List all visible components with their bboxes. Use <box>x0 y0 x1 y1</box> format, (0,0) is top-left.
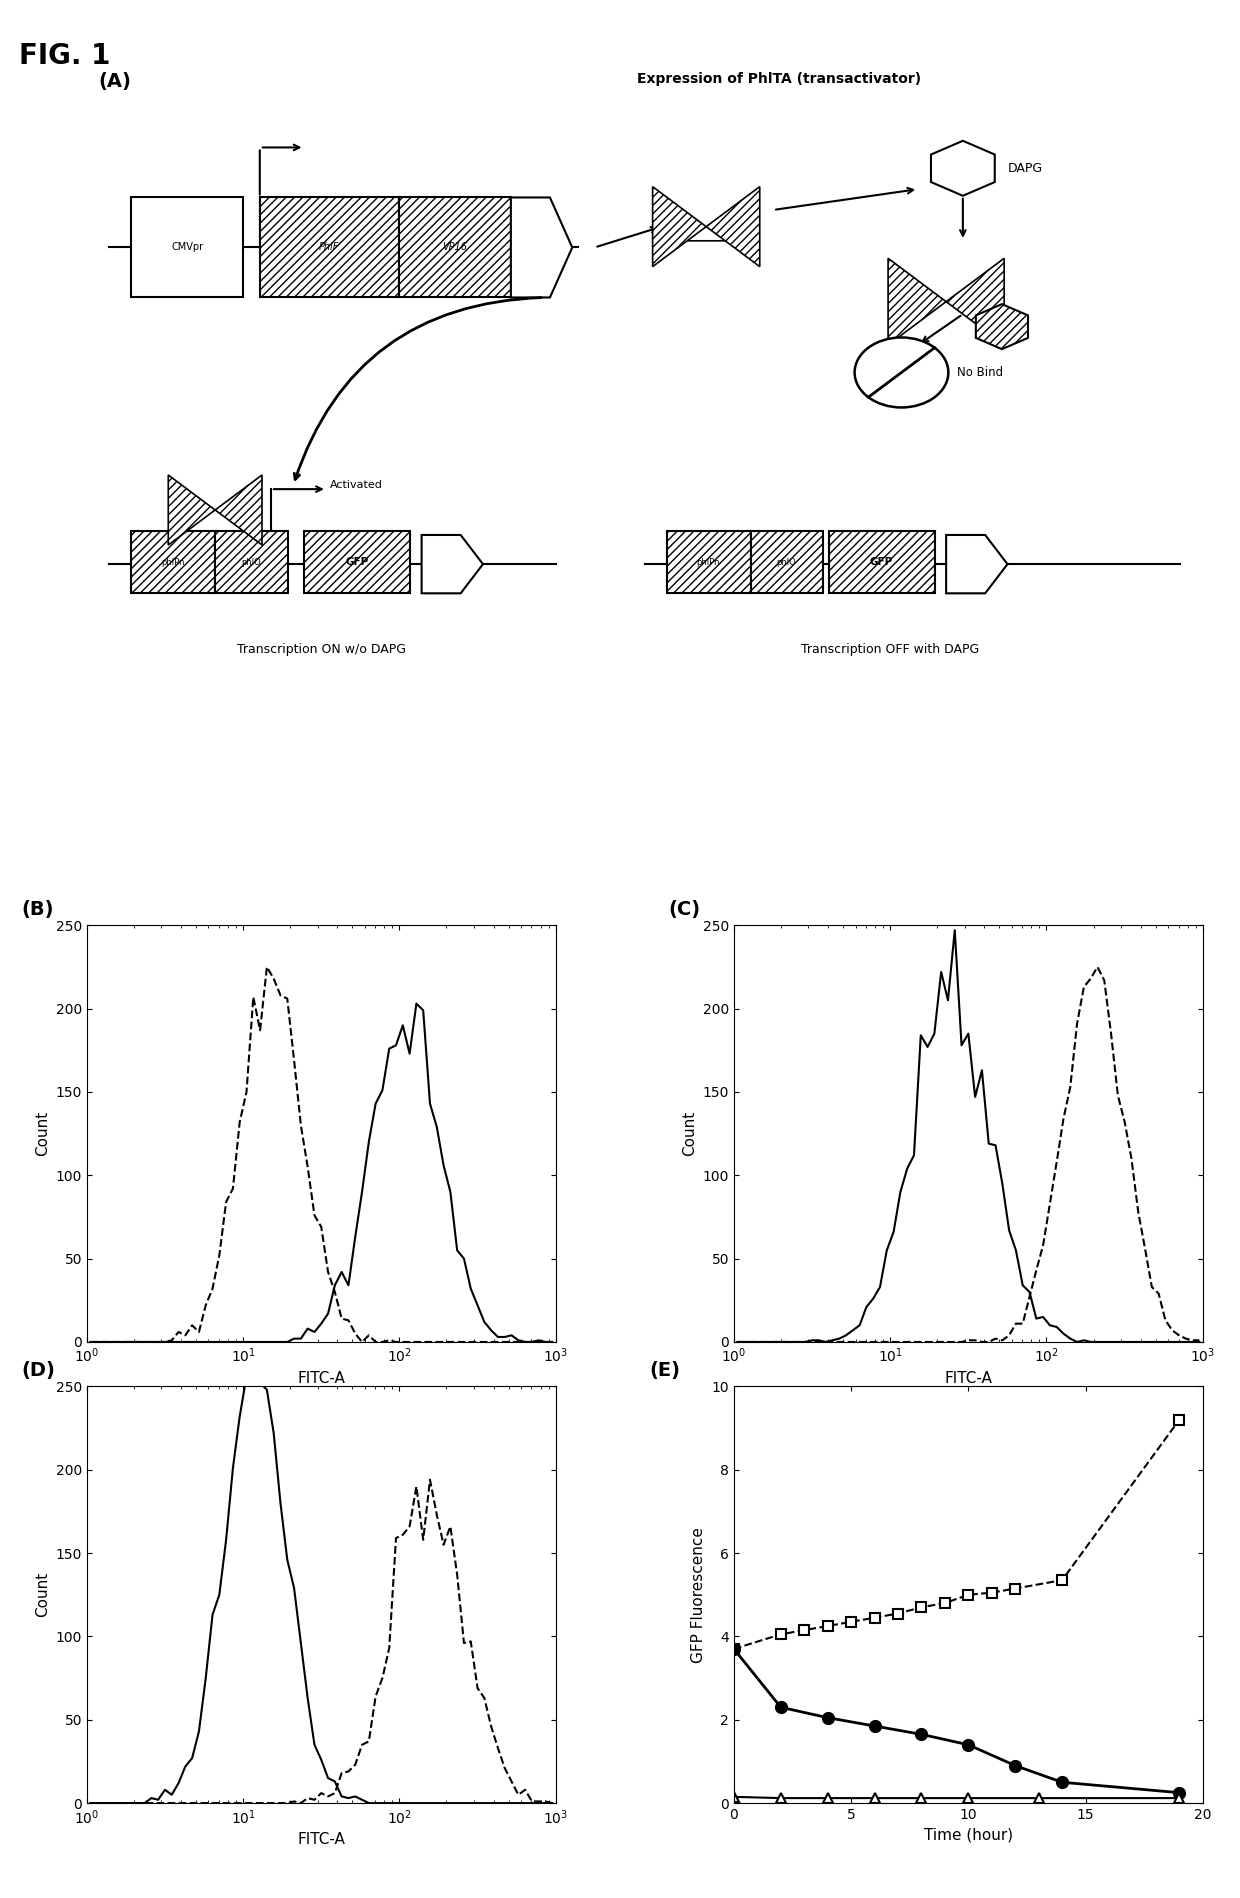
Text: (A): (A) <box>98 72 131 91</box>
Text: phlPn: phlPn <box>161 558 185 568</box>
Bar <box>131 197 243 298</box>
Y-axis label: GFP Fluorescence: GFP Fluorescence <box>691 1526 706 1663</box>
Bar <box>667 531 751 594</box>
Bar <box>750 531 823 594</box>
Text: phlO: phlO <box>776 558 796 568</box>
Bar <box>131 531 216 594</box>
Text: No Bind: No Bind <box>957 366 1003 380</box>
Bar <box>305 531 410 594</box>
X-axis label: FITC-A: FITC-A <box>298 1832 345 1847</box>
Bar <box>259 197 399 298</box>
Y-axis label: Count: Count <box>35 1572 50 1617</box>
Text: Transcription OFF with DAPG: Transcription OFF with DAPG <box>801 643 980 657</box>
Y-axis label: Count: Count <box>35 1110 50 1156</box>
Text: Expression of PhlTA (transactivator): Expression of PhlTA (transactivator) <box>636 72 921 87</box>
X-axis label: FITC-A: FITC-A <box>298 1370 345 1386</box>
Polygon shape <box>707 186 760 266</box>
Polygon shape <box>511 197 572 298</box>
Bar <box>259 197 399 298</box>
Polygon shape <box>652 186 707 266</box>
Bar <box>830 531 935 594</box>
Polygon shape <box>216 474 262 545</box>
Polygon shape <box>169 474 216 545</box>
Text: FIG. 1: FIG. 1 <box>19 42 110 70</box>
Text: (D): (D) <box>21 1361 55 1380</box>
Text: GFP: GFP <box>345 558 368 568</box>
Polygon shape <box>422 535 484 594</box>
Polygon shape <box>946 535 1007 594</box>
Text: (E): (E) <box>650 1361 681 1380</box>
Text: Transcription ON w/o DAPG: Transcription ON w/o DAPG <box>237 643 405 657</box>
Text: (B): (B) <box>21 900 53 919</box>
Text: DAPG: DAPG <box>1007 161 1043 175</box>
X-axis label: Time (hour): Time (hour) <box>924 1828 1013 1843</box>
X-axis label: FITC-A: FITC-A <box>945 1370 992 1386</box>
Text: Activated: Activated <box>330 480 383 490</box>
Y-axis label: Count: Count <box>682 1110 697 1156</box>
Bar <box>216 531 288 594</box>
Bar <box>131 531 216 594</box>
Bar <box>750 531 823 594</box>
Text: VP16: VP16 <box>443 243 467 252</box>
Bar <box>399 197 511 298</box>
Polygon shape <box>888 258 946 345</box>
Text: GFP: GFP <box>869 558 893 568</box>
Bar <box>399 197 511 298</box>
Bar <box>830 531 935 594</box>
Bar <box>667 531 751 594</box>
Text: phlO: phlO <box>241 558 260 568</box>
Bar <box>305 531 410 594</box>
Circle shape <box>854 338 949 408</box>
Text: CMVpr: CMVpr <box>171 243 203 252</box>
Polygon shape <box>976 304 1028 349</box>
Bar <box>216 531 288 594</box>
Polygon shape <box>931 140 994 195</box>
Text: phlPn: phlPn <box>697 558 720 568</box>
Text: PhlF: PhlF <box>319 243 340 252</box>
Polygon shape <box>946 258 1004 345</box>
Text: (C): (C) <box>668 900 701 919</box>
